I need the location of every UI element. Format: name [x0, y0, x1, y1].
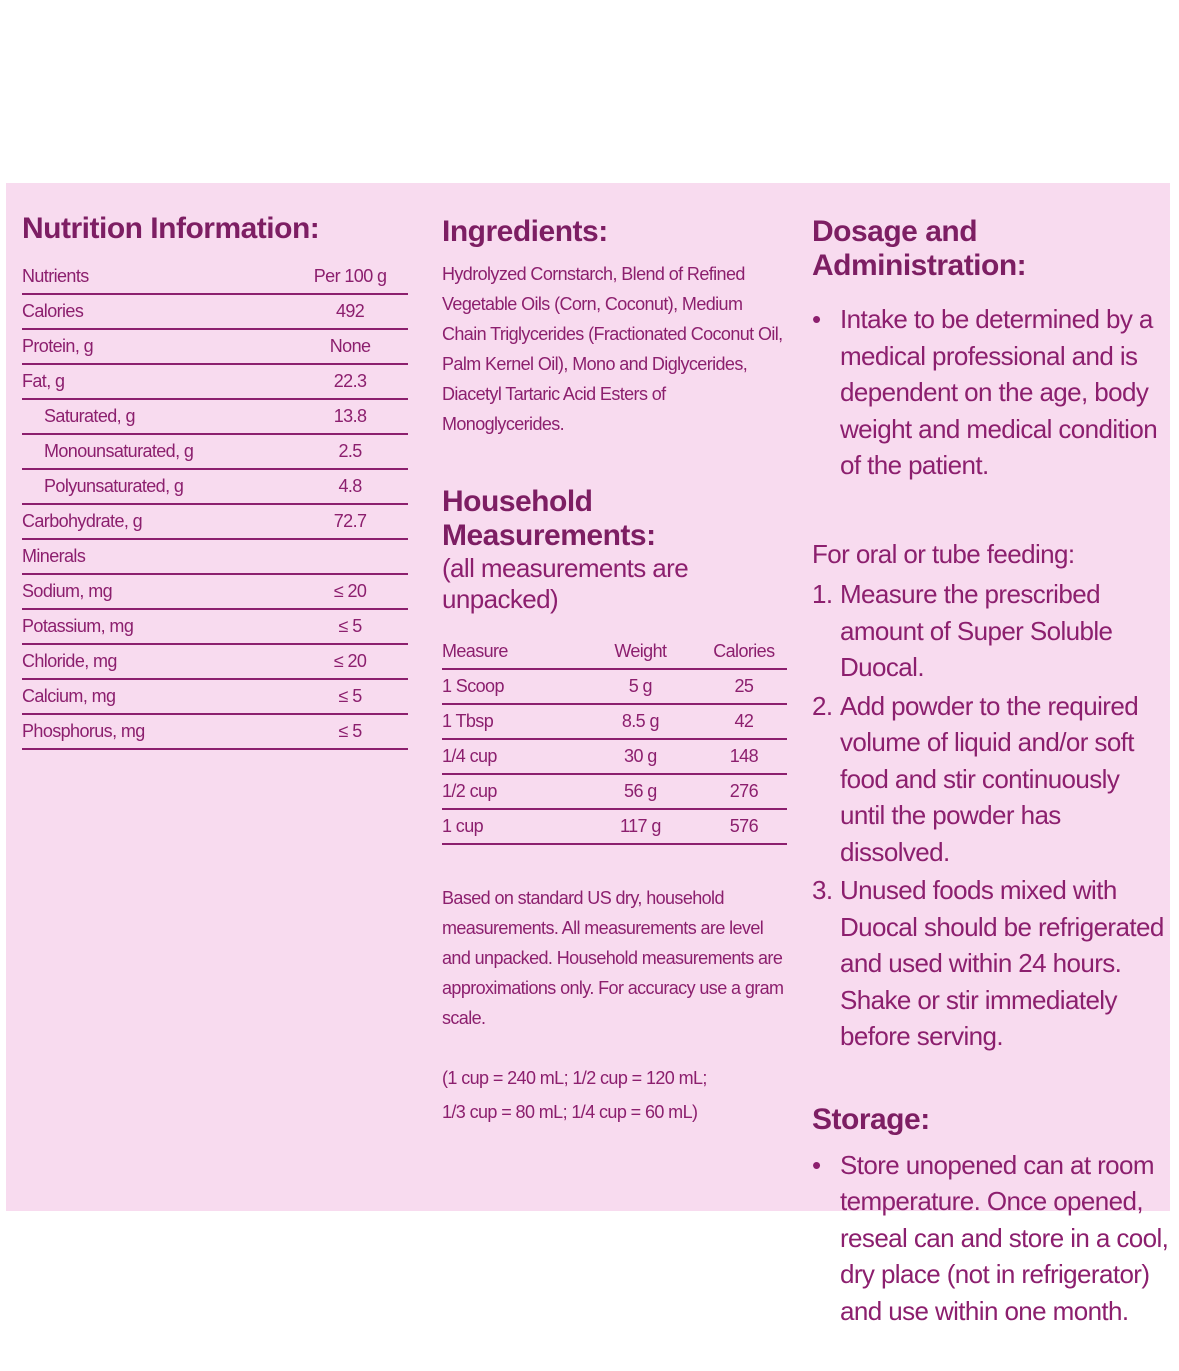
table-cell: Saturated, g	[22, 399, 293, 435]
table-cell: Fat, g	[22, 364, 293, 400]
table-row: Chloride, mg ≤ 20	[22, 644, 408, 680]
table-cell: 1 Tbsp	[442, 704, 580, 740]
table-cell: ≤ 20	[292, 644, 408, 680]
table-row: 1 cup 117 g 576	[442, 809, 787, 845]
table-cell: ≤ 20	[292, 574, 408, 610]
table-cell: Sodium, mg	[22, 574, 293, 610]
note: Based on standard US dry, household meas…	[442, 888, 784, 1028]
table-cell: ≤ 5	[292, 714, 408, 750]
table-cell: Calcium, mg	[22, 679, 293, 715]
section-title: Storage:	[812, 1102, 930, 1136]
conversion: 1/3 cup = 80 mL; 1/4 cup = 60 mL)	[442, 1102, 698, 1122]
table-cell: Per 100 g	[292, 260, 408, 295]
table-cell: 42	[700, 704, 787, 740]
dosage-section: Dosage and Administration: • Intake to be…	[812, 215, 1170, 1329]
table-cell: 1/2 cup	[442, 774, 580, 810]
table-cell: None	[292, 329, 408, 365]
table-cell: Minerals	[22, 539, 293, 575]
table-cell: 25	[700, 669, 787, 705]
table-cell: 8.5 g	[580, 704, 701, 740]
table-row: Potassium, mg ≤ 5	[22, 609, 408, 645]
table-cell: 1 cup	[442, 809, 580, 845]
table-cell: Measure	[442, 635, 580, 670]
table-cell: 13.8	[292, 399, 408, 435]
table-cell: 276	[700, 774, 787, 810]
step-number: 3.	[812, 875, 833, 905]
bullet-item: • Store unopened can at room temperature.…	[812, 1147, 1170, 1330]
subheading: For oral or tube feeding:	[812, 538, 1075, 569]
step-item: 2. Add powder to the required volume of l…	[812, 688, 1170, 871]
table-cell: 30 g	[580, 739, 701, 775]
bullet-text: Intake to be determined by a medical pro…	[840, 304, 1158, 480]
table-cell: 22.3	[292, 364, 408, 400]
section-title: Dosage and Administration:	[812, 215, 1027, 282]
table-row: Fat, g 22.3	[22, 364, 408, 400]
table-cell: Protein, g	[22, 329, 293, 365]
table-cell: Calories	[22, 294, 293, 330]
table-cell: ≤ 5	[292, 679, 408, 715]
table-cell: 1 Scoop	[442, 669, 580, 705]
table-row: Calories 492	[22, 294, 408, 330]
table-cell: Nutrients	[22, 260, 293, 295]
table-cell: Calories	[700, 635, 787, 670]
table-row: 1/4 cup 30 g 148	[442, 739, 787, 775]
table-cell: Potassium, mg	[22, 609, 293, 645]
section-title: Household Measurements:	[442, 485, 656, 552]
ingredients-text: Hydrolyzed Cornstarch, Blend of Refined …	[442, 264, 783, 434]
table-cell	[292, 539, 408, 575]
table-cell: ≤ 5	[292, 609, 408, 645]
step-number: 1.	[812, 579, 833, 609]
table-cell: 148	[700, 739, 787, 775]
bullet-text: Store unopened can at room temperature. …	[840, 1149, 1169, 1326]
table-row: Nutrients Per 100 g	[22, 260, 408, 295]
table-cell: Phosphorus, mg	[22, 714, 293, 750]
step-text: Add powder to the required volume of liq…	[840, 690, 1139, 867]
table-row: Phosphorus, mg ≤ 5	[22, 714, 408, 750]
table-cell: Monounsaturated, g	[22, 434, 293, 470]
step-text: Measure the prescribed amount of Super S…	[840, 579, 1113, 682]
table-row: Calcium, mg ≤ 5	[22, 679, 408, 715]
table-row: Minerals	[22, 539, 408, 575]
table-row: Monounsaturated, g 2.5	[22, 434, 408, 470]
table-row: Saturated, g 13.8	[22, 399, 408, 435]
table-cell: Polyunsaturated, g	[22, 469, 293, 505]
conversion: (1 cup = 240 mL; 1/2 cup = 120 mL;	[442, 1068, 707, 1088]
step-number: 2.	[812, 690, 833, 721]
table-cell: 4.8	[292, 469, 408, 505]
table-row: 1/2 cup 56 g 276	[442, 774, 787, 810]
table-cell: 117 g	[580, 809, 701, 845]
table-row: Carbohydrate, g 72.7	[22, 504, 408, 540]
section-title: Nutrition Information:	[22, 212, 320, 245]
table-cell: 1/4 cup	[442, 739, 580, 775]
step-item: 3. Unused foods mixed with Duocal should …	[812, 872, 1170, 1055]
steps: 1. Measure the prescribed amount of Super…	[812, 576, 1170, 1055]
table-row: 1 Tbsp 8.5 g 42	[442, 704, 787, 740]
table-cell: 2.5	[292, 434, 408, 470]
section-title: Ingredients:	[442, 215, 608, 248]
table-cell: 492	[292, 294, 408, 330]
table-row: Sodium, mg ≤ 20	[22, 574, 408, 610]
step-item: 1. Measure the prescribed amount of Super…	[812, 576, 1170, 686]
household-table: Measure Weight Calories 1 Scoop 5 g 25 1 Tbsp 8…	[442, 635, 787, 845]
table-cell: 56 g	[580, 774, 701, 810]
table-row: Polyunsaturated, g 4.8	[22, 469, 408, 505]
table-cell: Chloride, mg	[22, 644, 293, 680]
ingredients-section: Ingredients: Hydrolyzed Cornstarch, Blen…	[442, 215, 787, 1129]
step-text: Unused foods mixed with Duocal should be…	[840, 875, 1164, 1051]
table-row: Measure Weight Calories	[442, 635, 787, 670]
subtitle: (all measurements are unpacked)	[442, 553, 689, 614]
table-row: 1 Scoop 5 g 25	[442, 669, 787, 705]
table-cell: Carbohydrate, g	[22, 504, 293, 540]
nutrition-section: Nutrition Information: Nutrients Per 100 …	[22, 212, 408, 750]
table-cell: Weight	[580, 635, 701, 670]
bullet-item: • Intake to be determined by a medical pr…	[812, 301, 1170, 484]
table-cell: 72.7	[292, 504, 408, 540]
table-row: Protein, g None	[22, 329, 408, 365]
table-cell: 576	[700, 809, 787, 845]
table-cell: 5 g	[580, 669, 701, 705]
